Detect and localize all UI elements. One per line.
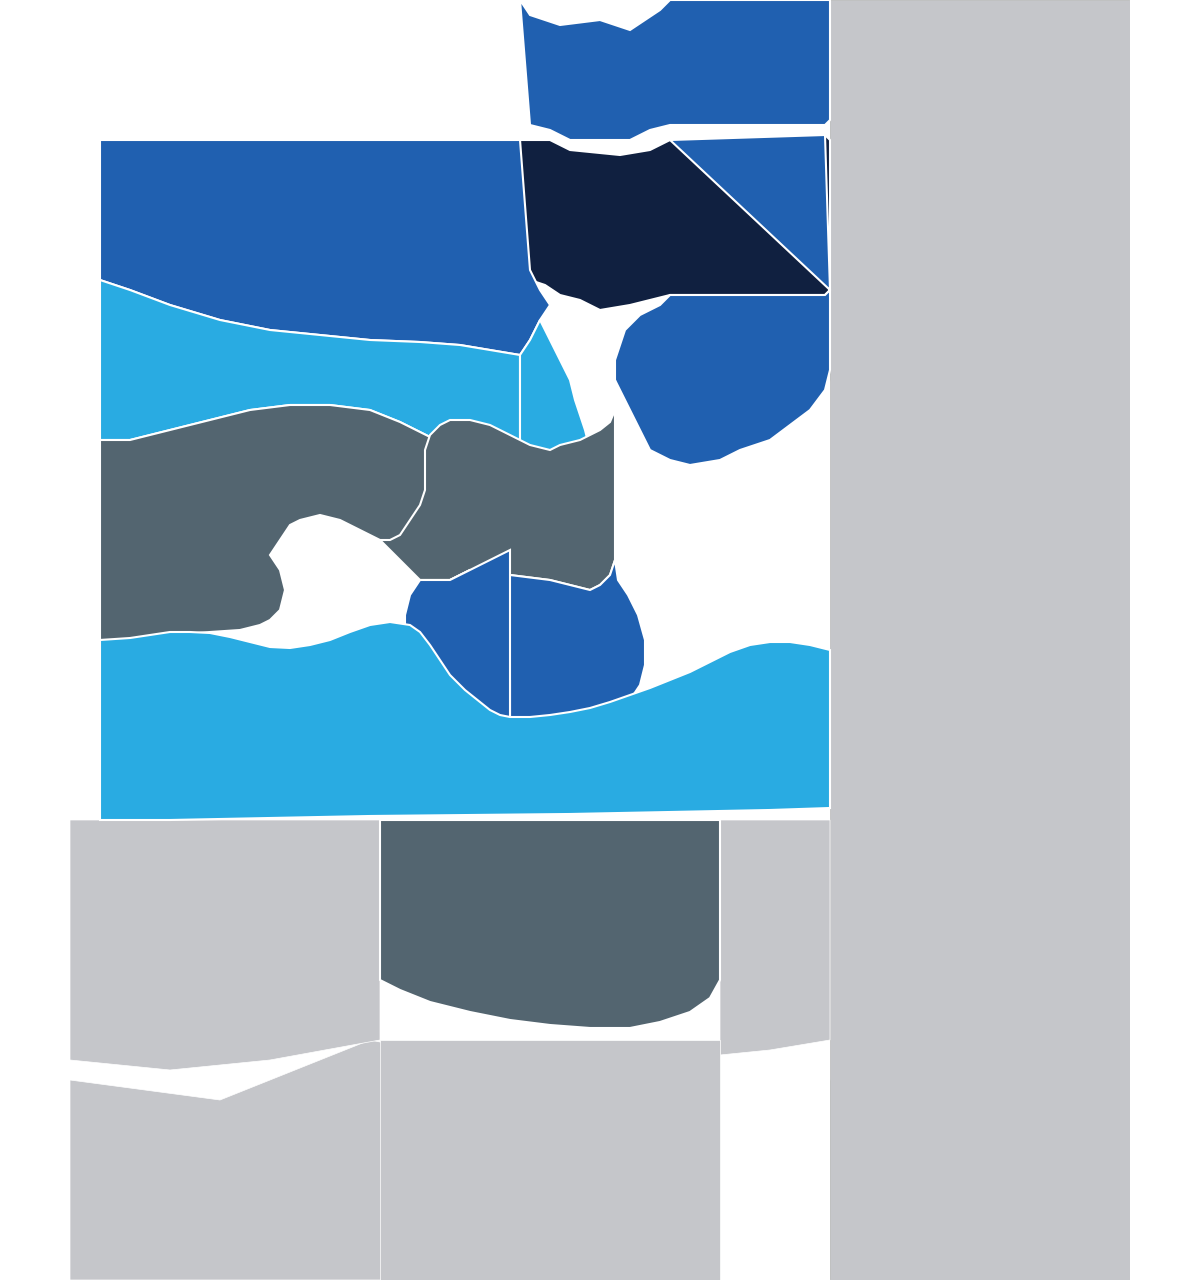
Polygon shape [380,380,616,590]
Polygon shape [100,622,830,820]
Polygon shape [70,820,380,1070]
Polygon shape [380,1039,720,1280]
Polygon shape [470,320,616,590]
Polygon shape [70,1039,1130,1280]
Polygon shape [100,404,510,640]
Polygon shape [100,280,520,470]
Polygon shape [406,550,510,740]
Polygon shape [100,140,550,355]
Polygon shape [720,820,830,1055]
Polygon shape [616,134,830,465]
Polygon shape [830,0,1130,1280]
Polygon shape [830,0,1130,1280]
Polygon shape [520,0,830,140]
Polygon shape [380,820,720,1028]
Polygon shape [406,561,646,732]
Polygon shape [520,134,830,310]
Polygon shape [406,550,510,719]
